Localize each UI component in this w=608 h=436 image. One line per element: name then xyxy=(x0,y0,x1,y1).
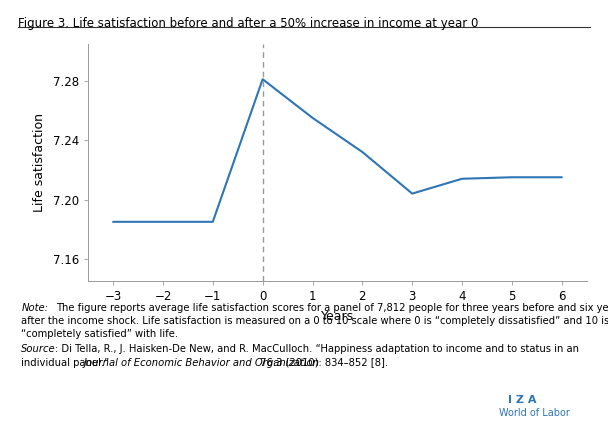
Text: individual panel.”: individual panel.” xyxy=(21,358,112,368)
Text: Figure 3. Life satisfaction before and after a 50% increase in income at year 0: Figure 3. Life satisfaction before and a… xyxy=(18,17,478,30)
Text: The figure reports average life satisfaction scores for a panel of 7,812 people : The figure reports average life satisfac… xyxy=(57,303,608,313)
Text: Journal of Economic Behavior and Organization: Journal of Economic Behavior and Organiz… xyxy=(84,358,320,368)
Y-axis label: Life satisfaction: Life satisfaction xyxy=(33,113,46,212)
Text: 76:3 (2010): 834–852 [8].: 76:3 (2010): 834–852 [8]. xyxy=(257,358,389,368)
Text: World of Labor: World of Labor xyxy=(499,409,570,419)
Text: “completely satisfied” with life.: “completely satisfied” with life. xyxy=(21,329,178,339)
Text: : Di Tella, R., J. Haisken-De New, and R. MacCulloch. “Happiness adaptation to i: : Di Tella, R., J. Haisken-De New, and R… xyxy=(55,344,579,354)
Text: Note:: Note: xyxy=(21,303,48,313)
Text: Source: Source xyxy=(21,344,56,354)
Text: I Z A: I Z A xyxy=(508,395,536,405)
X-axis label: Years: Years xyxy=(321,310,354,323)
Text: after the income shock. Life satisfaction is measured on a 0 to 10 scale where 0: after the income shock. Life satisfactio… xyxy=(21,316,608,326)
